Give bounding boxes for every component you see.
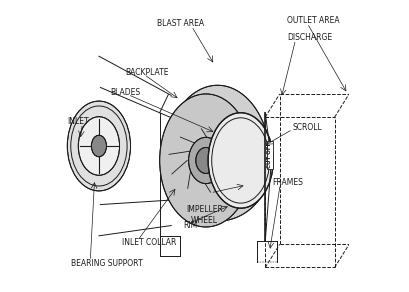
Text: BEARING SUPPORT: BEARING SUPPORT — [72, 259, 143, 268]
Ellipse shape — [196, 147, 216, 173]
Text: DISCHARGE: DISCHARGE — [287, 33, 332, 42]
Text: FRAMES: FRAMES — [272, 178, 303, 187]
Text: SCROLL: SCROLL — [293, 123, 322, 132]
Text: BLAST AREA: BLAST AREA — [157, 19, 204, 27]
Ellipse shape — [79, 117, 119, 175]
Ellipse shape — [189, 137, 223, 184]
Text: INLET COLLAR: INLET COLLAR — [122, 238, 176, 247]
Text: BLADES: BLADES — [110, 88, 141, 97]
Text: BACKPLATE: BACKPLATE — [125, 68, 169, 77]
Ellipse shape — [160, 94, 252, 227]
Text: RIM: RIM — [183, 221, 197, 230]
Text: INLET: INLET — [67, 117, 89, 126]
Text: IMPELLER
WHEEL: IMPELLER WHEEL — [186, 205, 223, 225]
Text: OUTLET AREA: OUTLET AREA — [287, 16, 339, 25]
Ellipse shape — [91, 135, 106, 157]
Ellipse shape — [208, 113, 273, 208]
Ellipse shape — [67, 101, 130, 191]
Polygon shape — [164, 85, 271, 221]
Text: CUT OFF: CUT OFF — [267, 142, 272, 168]
